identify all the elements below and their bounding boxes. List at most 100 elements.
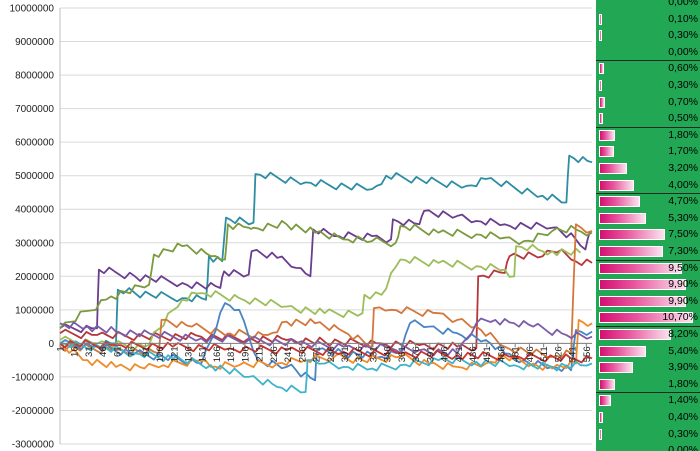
distribution-row: 1,70% [596, 143, 700, 160]
distribution-bar [599, 196, 641, 208]
y-tick-label: -3000000 [12, 440, 55, 451]
distribution-row: 0,00% [596, 442, 700, 451]
x-tick-label: 391 [425, 346, 436, 362]
distribution-label: 4,70% [668, 195, 698, 208]
y-tick-label: 10000000 [10, 4, 55, 15]
distribution-row: 0,30% [596, 77, 700, 94]
distribution-row: 0,50% [596, 110, 700, 127]
distribution-bar [599, 362, 634, 374]
distribution-bar [599, 146, 614, 158]
y-tick-label: -1000000 [12, 372, 55, 383]
x-tick-label: 241 [283, 346, 294, 362]
x-tick-label: 301 [340, 346, 351, 362]
y-axis-ticks: 1000000090000008000000700000060000005000… [10, 4, 55, 451]
row-separator [596, 326, 700, 327]
distribution-label: 0,00% [668, 444, 698, 451]
y-tick-label: 8000000 [15, 71, 54, 82]
y-tick-label: 5000000 [15, 171, 54, 182]
x-tick-label: 496 [525, 346, 536, 362]
distribution-panel: 0,00% 0,10% 0,30% 0,00% 0,60% 0,30% 0,70% 0,50%… [596, 0, 700, 451]
row-separator [596, 60, 700, 62]
x-tick-label: 106 [155, 346, 166, 362]
distribution-label: 8,20% [668, 328, 698, 340]
distribution-row: 4,00% [596, 177, 700, 194]
distribution-label: 0,30% [668, 427, 698, 440]
distribution-bar [599, 13, 602, 25]
x-tick-label: 331 [368, 346, 379, 362]
distribution-bar [599, 30, 602, 42]
distribution-label: 0,60% [668, 62, 698, 75]
x-tick-label: 436 [468, 346, 479, 362]
series-line [59, 317, 593, 357]
distribution-label: 0,70% [668, 95, 698, 108]
distribution-label: 0,30% [668, 29, 698, 42]
x-tick-label: 316 [354, 346, 365, 362]
distribution-bar [599, 395, 612, 407]
x-axis: 1 16 31 46 61 76 91 106 121 136 151 166 181 196 211 226… [56, 342, 593, 362]
x-tick-label: 16 [70, 346, 81, 357]
x-tick-label: 511 [539, 346, 550, 361]
x-tick-label: 556 [582, 346, 593, 362]
x-tick-label: 211 [255, 346, 266, 361]
distribution-bar [599, 212, 646, 224]
distribution-label: 0,40% [668, 411, 698, 423]
x-tick-label: 121 [169, 346, 180, 362]
distribution-bar [599, 329, 672, 340]
distribution-bar [599, 262, 683, 274]
distribution-label: 0,00% [668, 0, 698, 8]
distribution-bar [599, 129, 615, 141]
x-tick-label: 286 [326, 346, 337, 362]
distribution-row: 1,80% [596, 376, 700, 393]
x-tick-label: 61 [112, 346, 123, 357]
y-tick-label: 9000000 [15, 37, 54, 48]
distribution-row: 0,00% [596, 0, 700, 11]
distribution-bar [599, 163, 628, 174]
x-tick-label: 346 [383, 346, 394, 362]
series-line [59, 220, 593, 329]
distribution-bar [599, 378, 615, 390]
distribution-label: 4,00% [668, 178, 698, 191]
x-tick-label: 31 [84, 346, 95, 357]
x-tick-label: 451 [482, 346, 493, 362]
gridlines [59, 7, 592, 445]
series-line [59, 340, 593, 394]
distribution-label: 3,90% [668, 361, 698, 374]
y-tick-label: 6000000 [15, 138, 54, 149]
series-line [59, 209, 591, 334]
y-tick-label: 1000000 [15, 305, 54, 316]
line-chart: 10000000 9000000 8000000 7000000 6000000 5000… [9, 3, 593, 451]
x-tick-label: 181 [226, 346, 237, 362]
distribution-label: 5,40% [668, 344, 698, 357]
distribution-bar [599, 229, 665, 241]
series-line [59, 302, 593, 382]
x-tick-label: 376 [411, 346, 422, 362]
series-line [59, 243, 582, 351]
distribution-label: 7,30% [668, 245, 698, 257]
distribution-bar [599, 312, 693, 324]
distribution-label: 1,80% [668, 128, 698, 141]
distribution-row: 0,40% [596, 409, 700, 426]
series-line [59, 154, 593, 349]
distribution-row: 1,40% [596, 392, 700, 409]
y-tick-label: 4000000 [15, 205, 54, 216]
x-tick-label: 196 [240, 346, 251, 362]
distribution-bar [599, 179, 635, 191]
row-separator [596, 259, 700, 261]
x-tick-label: 151 [198, 346, 209, 362]
distribution-row: 0,30% [596, 426, 700, 443]
distribution-label: 10,70% [662, 311, 698, 324]
row-separator [596, 126, 700, 128]
distribution-label: 0,10% [668, 12, 698, 25]
x-tick-label: 481 [511, 346, 522, 362]
x-tick-label: 271 [312, 346, 323, 362]
distribution-row: 9,90% [596, 276, 700, 293]
x-tick-label: 421 [454, 346, 465, 362]
x-tick-label: 256 [297, 346, 308, 362]
distribution-row: 0,30% [596, 27, 700, 44]
distribution-bar [599, 246, 664, 257]
distribution-row: 0,10% [596, 11, 700, 28]
distribution-bar [599, 295, 686, 307]
distribution-row: 5,30% [596, 210, 700, 227]
x-tick-label: 166 [212, 346, 223, 362]
distribution-label: 1,70% [668, 145, 698, 158]
